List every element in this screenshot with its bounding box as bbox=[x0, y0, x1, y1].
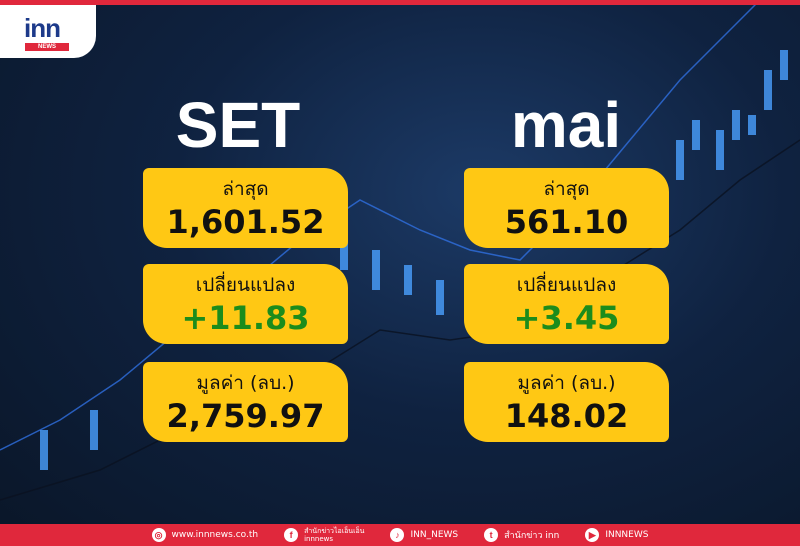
value: +11.83 bbox=[181, 299, 310, 337]
label: ล่าสุด bbox=[543, 178, 590, 200]
label: มูลค่า (ลบ.) bbox=[517, 372, 616, 394]
tiktok-icon: ♪ bbox=[390, 528, 405, 542]
website-link[interactable]: ◎ www.innnews.co.th bbox=[151, 528, 259, 542]
twitter-text: สำนักข่าว inn bbox=[504, 531, 560, 541]
tiktok-link[interactable]: ♪ INN_NEWS bbox=[390, 528, 458, 542]
set-change-card: เปลี่ยนแปลง +11.83 bbox=[143, 264, 348, 344]
label: เปลี่ยนแปลง bbox=[195, 274, 296, 296]
mai-value-card: มูลค่า (ลบ.) 148.02 bbox=[464, 362, 669, 442]
footer-bar: ◎ www.innnews.co.th f สำนักข่าวไอเอ็นเอ็น i… bbox=[0, 524, 800, 546]
set-title: SET bbox=[175, 89, 301, 161]
value: +3.45 bbox=[513, 299, 620, 337]
youtube-icon: ▶ bbox=[585, 528, 600, 542]
mai-last-card: ล่าสุด 561.10 bbox=[464, 168, 669, 248]
globe-icon: ◎ bbox=[151, 528, 166, 542]
youtube-link[interactable]: ▶ INNNEWS bbox=[585, 528, 648, 542]
set-last-card: ล่าสุด 1,601.52 bbox=[143, 168, 348, 248]
youtube-text: INNNEWS bbox=[605, 530, 649, 540]
facebook-sub: innnews bbox=[304, 535, 334, 543]
logo-sub: NEWS bbox=[25, 43, 69, 51]
label: มูลค่า (ลบ.) bbox=[196, 372, 295, 394]
mai-title: mai bbox=[510, 89, 622, 161]
inn-news-logo: inn NEWS bbox=[0, 0, 96, 58]
value: 148.02 bbox=[504, 397, 629, 435]
facebook-link[interactable]: f สำนักข่าวไอเอ็นเอ็น innnews bbox=[284, 527, 364, 543]
mai-change-card: เปลี่ยนแปลง +3.45 bbox=[464, 264, 669, 344]
website-text: www.innnews.co.th bbox=[171, 530, 259, 540]
logo-text: inn bbox=[24, 13, 61, 43]
twitter-icon: t bbox=[484, 528, 499, 542]
facebook-text: สำนักข่าวไอเอ็นเอ็น bbox=[304, 527, 365, 535]
set-value-card: มูลค่า (ลบ.) 2,759.97 bbox=[143, 362, 348, 442]
label: เปลี่ยนแปลง bbox=[516, 274, 617, 296]
value: 2,759.97 bbox=[166, 397, 325, 435]
value: 561.10 bbox=[504, 203, 629, 241]
facebook-icon: f bbox=[284, 528, 299, 542]
top-accent-bar bbox=[0, 0, 800, 5]
twitter-link[interactable]: t สำนักข่าว inn bbox=[484, 528, 559, 542]
label: ล่าสุด bbox=[222, 178, 269, 200]
value: 1,601.52 bbox=[166, 203, 325, 241]
tiktok-text: INN_NEWS bbox=[410, 530, 459, 540]
